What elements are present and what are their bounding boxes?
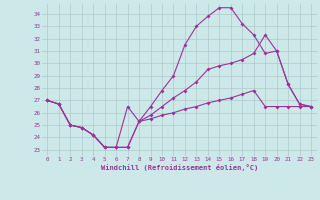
X-axis label: Windchill (Refroidissement éolien,°C): Windchill (Refroidissement éolien,°C) bbox=[100, 164, 258, 171]
